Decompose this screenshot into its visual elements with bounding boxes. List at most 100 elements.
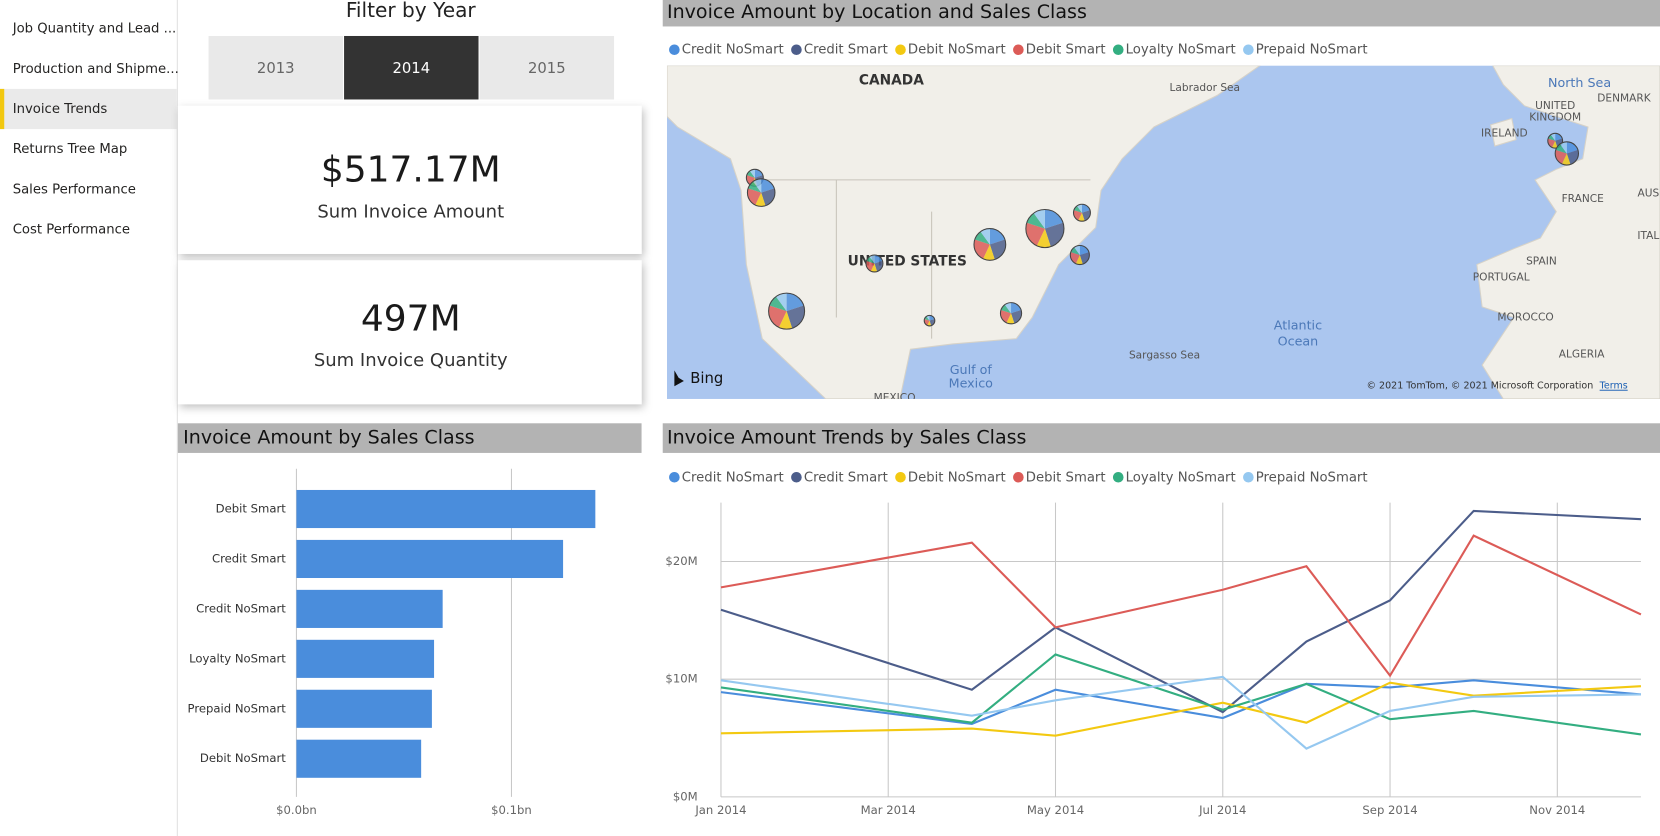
panel-header <box>662 0 1660 27</box>
map-label: DENMARK <box>1597 92 1651 104</box>
map-label: Mexico <box>949 376 994 391</box>
legend-swatch <box>895 471 906 483</box>
year-filter: 2013 2014 2015 <box>208 35 615 100</box>
legend-swatch <box>895 44 906 56</box>
line-series <box>720 509 1641 714</box>
nav-item[interactable]: Cost Performance <box>13 223 130 238</box>
legend-swatch <box>1243 471 1254 483</box>
legend-label: Prepaid NoSmart <box>1256 470 1368 485</box>
map-pie-slice <box>1044 209 1064 229</box>
bar <box>296 639 435 678</box>
y-tick-label: $20M <box>665 554 697 568</box>
map-label: ALGERIA <box>1559 349 1605 361</box>
year-button[interactable] <box>344 35 479 100</box>
line-series <box>720 675 1641 750</box>
map-pie-outline <box>973 228 1007 261</box>
map-pie-outline <box>746 178 776 207</box>
x-tick-label: Mar 2014 <box>861 803 916 817</box>
map-label: MEXICO <box>874 392 916 404</box>
map-pie-slice <box>768 305 787 328</box>
nav-item[interactable]: Invoice Trends <box>13 102 108 117</box>
land <box>666 65 1261 399</box>
map-pie-slice <box>1036 228 1051 248</box>
legend-label: Loyalty NoSmart <box>1126 470 1236 485</box>
x-tick-label: $0.0bn <box>276 803 317 817</box>
map-pie-slice <box>747 188 762 206</box>
map-label: Ocean <box>1278 333 1319 348</box>
map-pie-slice <box>974 231 990 245</box>
map-pie-outline <box>923 314 936 327</box>
legend-label: Loyalty NoSmart <box>1126 43 1236 58</box>
map-pie-slice <box>1076 204 1082 213</box>
map-pie-slice <box>761 178 775 193</box>
map-label: North Sea <box>1548 75 1611 90</box>
x-tick-label: May 2014 <box>1027 803 1084 817</box>
map-label: MOROCCO <box>1497 311 1553 323</box>
map-pie-slice <box>1081 204 1091 213</box>
map-pie-outline <box>1069 244 1090 266</box>
map-label: AUS <box>1638 188 1660 200</box>
map-pie-slice <box>1550 133 1556 141</box>
filter-title: Filter by Year <box>346 0 477 22</box>
map-label: UNITED STATES <box>848 253 967 269</box>
year-button-label[interactable]: 2014 <box>392 60 430 77</box>
map-pie-slice <box>1079 245 1089 256</box>
y-tick-label: $10M <box>665 672 697 686</box>
map-pie-slice <box>980 228 990 245</box>
map-pie-outline <box>865 254 884 273</box>
map-pie-slice <box>1559 141 1567 154</box>
legend-swatch <box>1013 44 1024 56</box>
map-pie-slice <box>776 293 787 312</box>
map-pie-slice <box>749 169 755 178</box>
year-button[interactable] <box>479 35 615 100</box>
map-label: Sargasso Sea <box>1129 350 1200 362</box>
legend-label: Credit NoSmart <box>682 43 784 58</box>
nav-item[interactable]: Sales Performance <box>13 182 136 197</box>
map-pie-slice <box>1004 302 1012 314</box>
year-button-label[interactable]: 2015 <box>528 60 566 77</box>
y-tick-label: Debit NoSmart <box>200 751 286 765</box>
y-tick-label: Credit Smart <box>212 551 286 565</box>
map-pie-slice <box>926 315 930 321</box>
legend-label: Prepaid NoSmart <box>1256 43 1368 58</box>
legend-label: Credit NoSmart <box>682 470 784 485</box>
map-pie-slice <box>1561 153 1571 166</box>
map-pie-slice <box>1025 222 1045 246</box>
map-pie-slice <box>870 263 878 272</box>
year-button[interactable] <box>208 35 344 100</box>
nav: Job Quantity and Lead ... Production and … <box>0 22 179 238</box>
x-tick-label: $0.1bn <box>491 803 532 817</box>
year-button-label[interactable]: 2013 <box>257 60 295 77</box>
map-pie-outline <box>768 292 806 330</box>
map-pie-slice <box>1026 213 1045 229</box>
nav-item[interactable]: Production and Shipme... <box>13 62 179 77</box>
map-markers <box>745 132 1580 330</box>
legend-label: Debit Smart <box>1026 470 1106 485</box>
card-label: Sum Invoice Amount <box>317 202 504 223</box>
map-pie-slice <box>1006 313 1015 324</box>
bing-logo <box>674 370 684 387</box>
map-pie-slice <box>983 244 995 261</box>
nav-item[interactable]: Returns Tree Map <box>13 142 128 157</box>
legend-swatch <box>791 44 802 56</box>
map-pie-slice <box>748 181 762 193</box>
bar <box>296 489 596 529</box>
nav-item[interactable]: Job Quantity and Lead ... <box>12 22 177 37</box>
map-terms[interactable]: Terms <box>1599 381 1628 392</box>
x-tick-label: Jan 2014 <box>694 803 746 817</box>
map-pie-slice <box>1075 255 1083 265</box>
nav-active-marker <box>0 88 5 130</box>
map-pie-slice <box>869 255 875 264</box>
legend-label: Debit NoSmart <box>908 470 1006 485</box>
map-pie-slice <box>1552 140 1558 149</box>
map-pie-slice <box>786 293 804 312</box>
line-series <box>720 679 1642 725</box>
legend-swatch <box>791 471 802 483</box>
map-pie-slice <box>1566 141 1578 154</box>
nav-active-bg <box>0 88 177 130</box>
x-tick-label: Nov 2014 <box>1529 803 1585 817</box>
legend-swatch <box>1112 44 1124 56</box>
map-pie-slice <box>1070 247 1080 256</box>
